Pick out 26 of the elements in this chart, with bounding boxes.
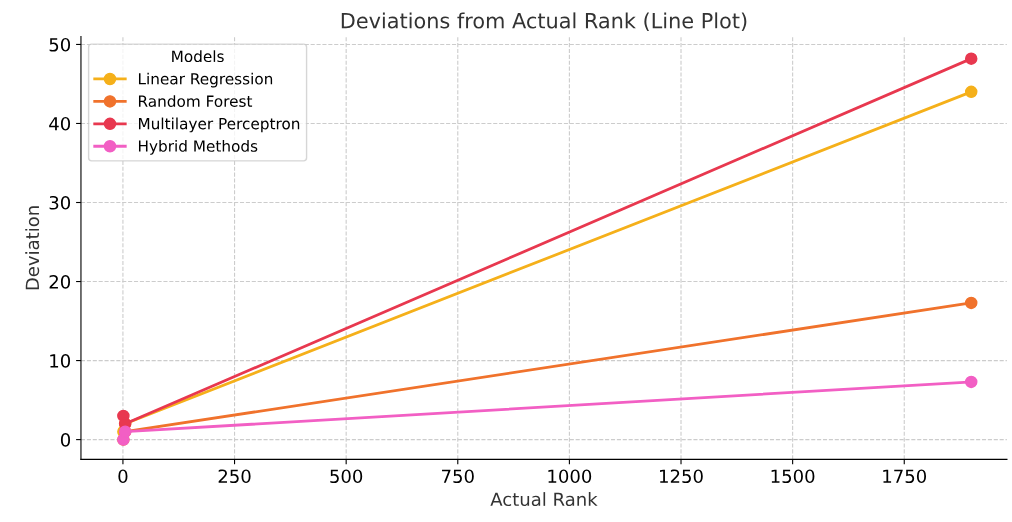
- x-tick-label: 1000: [548, 469, 592, 484]
- point: [964, 296, 978, 310]
- x-tick-label: 500: [330, 469, 363, 484]
- point: [964, 85, 978, 99]
- x-axis-title: Actual Rank: [490, 492, 598, 507]
- legend-label: Linear Regression: [138, 72, 273, 88]
- y-tick-label: 20: [49, 275, 71, 289]
- x-tick-label: 250: [218, 469, 251, 484]
- legend-title: Models: [172, 50, 224, 63]
- x-tick-label: 750: [442, 469, 474, 484]
- y-tick-label: 40: [49, 116, 71, 131]
- y-tick-label: 0: [60, 433, 71, 447]
- chart-title: Deviations from Actual Rank (Line Plot): [341, 12, 747, 31]
- y-tick-label: 50: [49, 37, 71, 52]
- x-tick-label: 1750: [883, 469, 927, 484]
- y-tick-label: 10: [50, 354, 71, 368]
- legend-label: Random Forest: [138, 95, 253, 107]
- point: [964, 375, 978, 389]
- y-tick-label: 30: [49, 195, 71, 210]
- legend-label: Hybrid Methods: [138, 139, 258, 155]
- legend-label: Multilayer Perceptron: [138, 117, 300, 133]
- y-axis-title: Deviation: [25, 206, 40, 290]
- x-tick-label: 0: [118, 469, 128, 484]
- x-tick-label: 1500: [771, 469, 815, 484]
- point: [964, 52, 978, 65]
- x-tick-label: 1250: [660, 469, 703, 484]
